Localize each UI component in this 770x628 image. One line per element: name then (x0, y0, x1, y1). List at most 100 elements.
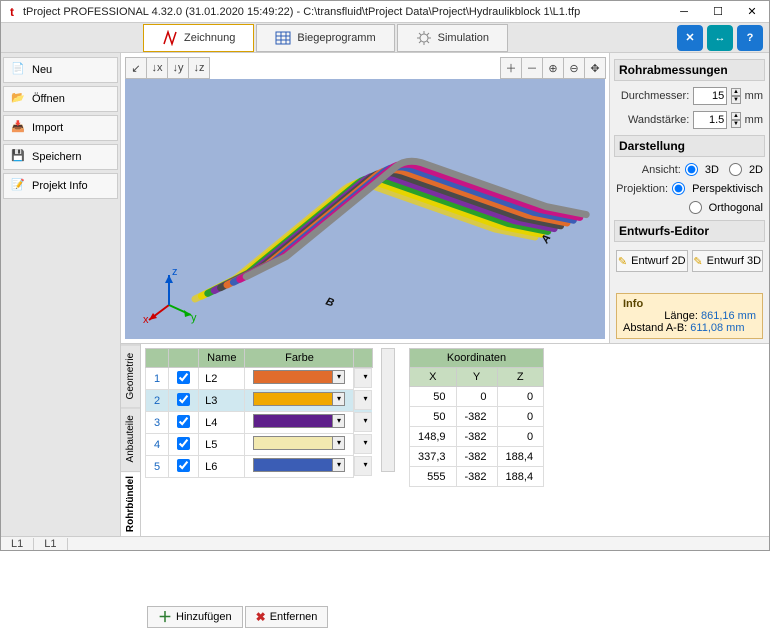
add-button[interactable]: ＋Hinzufügen (147, 606, 243, 628)
view-3d-radio[interactable] (685, 163, 698, 176)
proj-persp-radio[interactable] (672, 182, 685, 195)
zoom-out-button[interactable]: － (521, 57, 543, 79)
tab-simulation[interactable]: Simulation (397, 24, 508, 52)
table-icon (275, 30, 291, 46)
new-file-icon: 📄 (10, 62, 26, 78)
import-icon: 📥 (10, 120, 26, 136)
editor-section-title: Entwurfs-Editor (614, 220, 765, 242)
help-button[interactable]: ? (737, 25, 763, 51)
bundle-scrollbar[interactable] (381, 348, 395, 472)
minimize-button[interactable]: ─ (667, 1, 701, 23)
save-icon: 💾 (10, 149, 26, 165)
open-button[interactable]: 📂Öffnen (3, 86, 118, 112)
row-dropdown[interactable]: ▾ (354, 412, 372, 432)
row-checkbox[interactable] (177, 393, 190, 406)
color-dropdown[interactable]: ▾ (333, 370, 345, 384)
diameter-input[interactable] (693, 87, 727, 105)
tools-button[interactable]: ✕ (677, 25, 703, 51)
color-swatch[interactable] (253, 392, 333, 406)
window-title: tProject PROFESSIONAL 4.32.0 (31.01.2020… (23, 6, 667, 18)
drawing-icon (162, 30, 178, 46)
display-section-title: Darstellung (614, 135, 765, 157)
row-checkbox[interactable] (177, 371, 190, 384)
view-iso-button[interactable]: ↙ (125, 57, 147, 79)
info-box: Info Länge: 861,16 mm Abstand A-B: 611,0… (616, 293, 763, 339)
row-dropdown[interactable]: ▾ (354, 456, 372, 476)
coord-table: Koordinaten XYZ 500050-3820148,9-3820337… (409, 348, 544, 487)
svg-text:A: A (539, 233, 554, 247)
zoom-region-button[interactable]: ⊖ (563, 57, 585, 79)
tab-drawing-label: Zeichnung (184, 32, 235, 44)
row-checkbox[interactable] (177, 437, 190, 450)
remote-button[interactable]: ↔ (707, 25, 733, 51)
side-tab-bundle[interactable]: Rohrbündel (121, 471, 140, 536)
coord-row[interactable]: 50-3820 (409, 407, 543, 427)
row-dropdown[interactable]: ▾ (354, 390, 372, 410)
wall-spinner[interactable]: ▲▼ (731, 112, 740, 128)
draft-2d-button[interactable]: ✎Entwurf 2D (616, 250, 688, 272)
tab-drawing[interactable]: Zeichnung (143, 24, 254, 52)
color-swatch[interactable] (253, 414, 333, 428)
color-swatch[interactable] (253, 436, 333, 450)
table-row[interactable]: 5L6▾▾ (146, 456, 373, 478)
side-tab-anbau[interactable]: Anbauteile (121, 407, 140, 470)
wall-input[interactable] (693, 111, 727, 129)
viewport-toolbar: ↙ ↓x ↓y ↓z ＋ － ⊕ ⊖ ✥ (125, 57, 605, 79)
side-tab-geometry[interactable]: Geometrie (121, 344, 140, 407)
save-button[interactable]: 💾Speichern (3, 144, 118, 170)
coord-row[interactable]: 555-382188,4 (409, 467, 543, 487)
project-info-button[interactable]: 📝Projekt Info (3, 173, 118, 199)
view-2d-radio[interactable] (729, 163, 742, 176)
coord-row[interactable]: 148,9-3820 (409, 427, 543, 447)
status-cell-1: L1 (1, 538, 34, 550)
row-dropdown[interactable]: ▾ (354, 434, 372, 454)
table-row[interactable]: 2L3▾▾ (146, 390, 373, 412)
view-y-button[interactable]: ↓y (167, 57, 189, 79)
pencil-icon: ✎ (693, 255, 702, 268)
color-dropdown[interactable]: ▾ (333, 436, 345, 450)
color-dropdown[interactable]: ▾ (333, 414, 345, 428)
pan-button[interactable]: ✥ (584, 57, 606, 79)
zoom-fit-button[interactable]: ⊕ (542, 57, 564, 79)
new-button[interactable]: 📄Neu (3, 57, 118, 83)
color-dropdown[interactable]: ▾ (333, 458, 345, 472)
main-tab-bar: Zeichnung Biegeprogramm Simulation ✕ ↔ ? (1, 23, 769, 53)
tab-bend-label: Biegeprogramm (297, 32, 375, 44)
svg-text:x: x (143, 314, 149, 325)
color-dropdown[interactable]: ▾ (333, 392, 345, 406)
coord-row[interactable]: 337,3-382188,4 (409, 447, 543, 467)
open-folder-icon: 📂 (10, 91, 26, 107)
plus-icon: ＋ (158, 607, 172, 627)
row-checkbox[interactable] (177, 459, 190, 472)
app-icon: t (5, 5, 19, 19)
close-button[interactable]: ✕ (735, 1, 769, 23)
coord-row[interactable]: 5000 (409, 387, 543, 407)
table-row[interactable]: 1L2▾▾ (146, 368, 373, 390)
view-z-button[interactable]: ↓z (188, 57, 210, 79)
maximize-button[interactable]: ☐ (701, 1, 735, 23)
import-button[interactable]: 📥Import (3, 115, 118, 141)
remove-button[interactable]: ✖Entfernen (245, 606, 329, 628)
row-checkbox[interactable] (177, 415, 190, 428)
status-cell-2: L1 (34, 538, 67, 550)
proj-ortho-radio[interactable] (689, 201, 702, 214)
tab-sim-label: Simulation (438, 32, 489, 44)
diameter-spinner[interactable]: ▲▼ (731, 88, 740, 104)
zoom-in-button[interactable]: ＋ (500, 57, 522, 79)
row-dropdown[interactable]: ▾ (354, 368, 372, 388)
svg-text:y: y (191, 312, 197, 324)
color-swatch[interactable] (253, 370, 333, 384)
tab-bend-program[interactable]: Biegeprogramm (256, 24, 394, 52)
table-row[interactable]: 3L4▾▾ (146, 412, 373, 434)
title-bar: t tProject PROFESSIONAL 4.32.0 (31.01.20… (1, 1, 769, 23)
dims-section-title: Rohrabmessungen (614, 59, 765, 81)
3d-viewport[interactable]: A B x y z (125, 79, 605, 339)
bottom-side-tabs: Geometrie Anbauteile Rohrbündel (121, 344, 141, 536)
left-sidebar: 📄Neu 📂Öffnen 📥Import 💾Speichern 📝Projekt… (1, 53, 121, 536)
color-swatch[interactable] (253, 458, 333, 472)
remove-icon: ✖ (256, 610, 266, 624)
view-x-button[interactable]: ↓x (146, 57, 168, 79)
draft-3d-button[interactable]: ✎Entwurf 3D (692, 250, 764, 272)
table-row[interactable]: 4L5▾▾ (146, 434, 373, 456)
axis-gizmo: x y z (139, 265, 199, 325)
